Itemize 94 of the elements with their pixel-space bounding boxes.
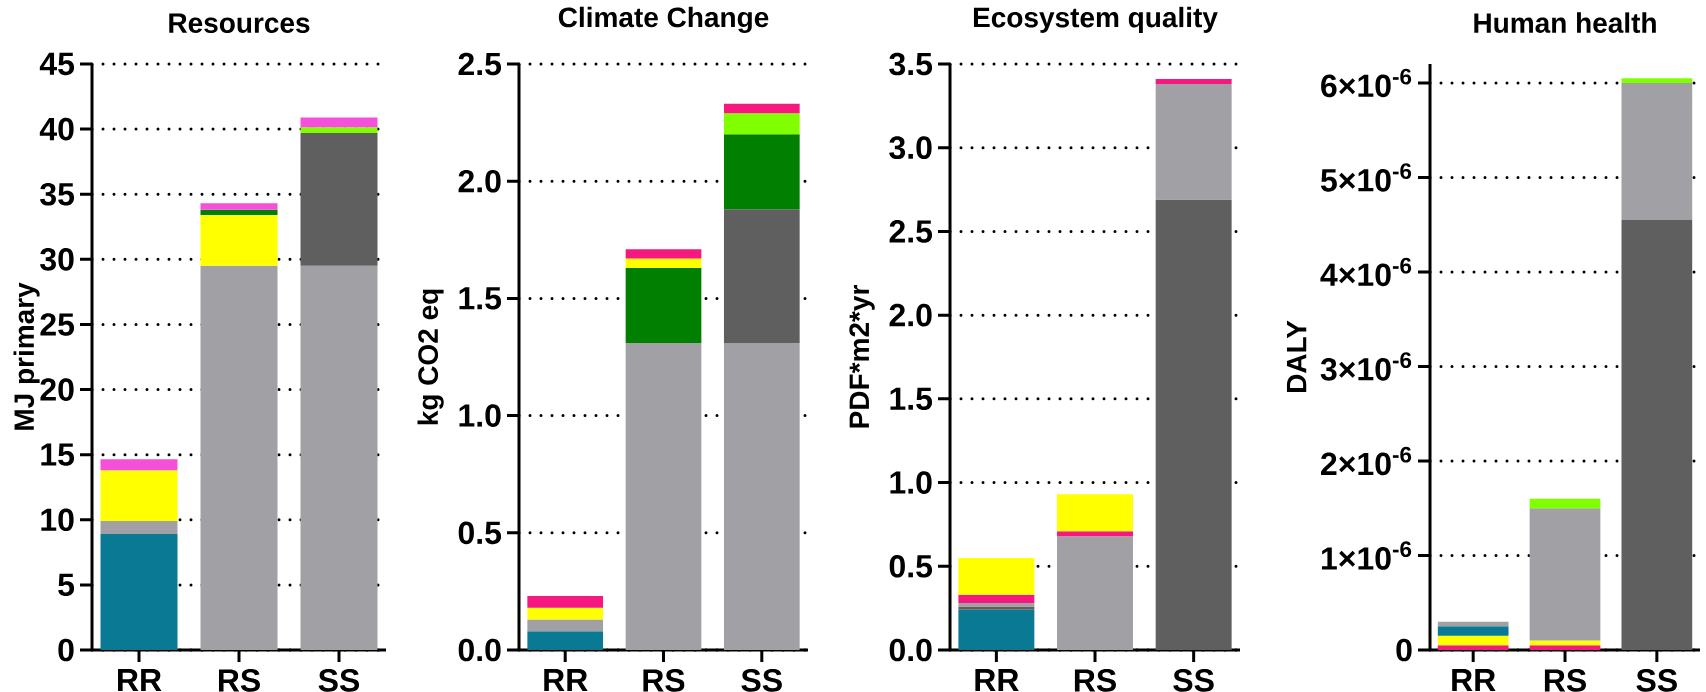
bar xyxy=(1529,498,1601,509)
x-tick-label: RS xyxy=(1544,669,1586,692)
x-tick-label: RR xyxy=(1452,669,1496,692)
x-tick-label: RS xyxy=(218,669,260,692)
y-tick-label: 3×10$^{-6}$ xyxy=(1320,352,1412,381)
y-tick-label: 6×10$^{-6}$ xyxy=(1321,68,1412,98)
bar xyxy=(1621,82,1693,220)
bar xyxy=(527,596,604,608)
y-tick-label: 40 xyxy=(39,117,74,141)
x-tick-label: RS xyxy=(1074,669,1116,692)
x-tick-label: RR xyxy=(118,669,162,692)
bar xyxy=(200,265,278,650)
x-tick-label: SS xyxy=(1173,669,1214,692)
bar xyxy=(1057,494,1133,532)
y-tick-label: 0.5 xyxy=(458,521,502,545)
bar xyxy=(1057,531,1133,537)
bar xyxy=(958,609,1035,650)
bar xyxy=(200,209,278,216)
y-tick-label: 2.5 xyxy=(458,52,502,76)
y-tick-label: 1×10$^{-6}$ xyxy=(1321,541,1412,570)
y-tick-label: 5×10$^{-6}$ xyxy=(1320,163,1412,192)
bar xyxy=(958,594,1035,604)
bar xyxy=(625,258,702,268)
y-axis-title: DALY xyxy=(1286,320,1307,392)
y-tick-label: 0 xyxy=(58,638,74,662)
bar xyxy=(625,267,702,343)
bar xyxy=(527,631,604,650)
x-tick-label: SS xyxy=(318,669,360,692)
y-tick-label: 0.0 xyxy=(889,638,932,662)
y-tick-label: 0 xyxy=(1396,638,1412,662)
bar xyxy=(527,619,604,632)
bar xyxy=(723,134,800,210)
bar xyxy=(300,265,378,650)
x-tick-label: SS xyxy=(1636,669,1677,692)
y-tick-label: 2.5 xyxy=(889,220,933,243)
y-tick-label: 2×10$^{-6}$ xyxy=(1321,446,1412,476)
bar xyxy=(1155,84,1232,200)
y-tick-label: 3.5 xyxy=(889,52,933,76)
y-tick-label: 10 xyxy=(41,508,74,532)
y-tick-label: 2.0 xyxy=(889,303,932,327)
bar xyxy=(625,342,702,650)
y-axis-title: PDF*m2*yr xyxy=(849,285,875,428)
chart-title: Human health xyxy=(1474,12,1656,33)
bar xyxy=(1529,508,1601,641)
bar xyxy=(300,127,378,134)
y-tick-label: 1.5 xyxy=(890,387,933,411)
y-tick-label: 20 xyxy=(40,378,74,401)
x-tick-label: RS xyxy=(643,669,685,692)
bar xyxy=(1155,79,1232,85)
y-tick-label: 3.0 xyxy=(889,136,932,160)
chart-title: Resources xyxy=(169,13,310,33)
y-tick-label: 1.0 xyxy=(890,471,932,494)
bar xyxy=(100,470,178,522)
bar xyxy=(100,534,178,650)
y-tick-label: 0.5 xyxy=(889,554,933,578)
y-tick-label: 2.0 xyxy=(458,169,501,193)
bar xyxy=(200,203,278,210)
bar xyxy=(723,342,800,650)
bar xyxy=(527,607,604,620)
bar xyxy=(723,103,800,114)
bar xyxy=(100,459,178,471)
x-tick-label: RR xyxy=(975,669,1019,692)
y-tick-label: 25 xyxy=(40,313,75,336)
y-axis-title: kg CO2 eq xyxy=(417,289,444,425)
y-tick-label: 5 xyxy=(58,573,75,597)
bar xyxy=(200,215,278,266)
bar xyxy=(1437,645,1509,650)
bar xyxy=(300,117,378,128)
y-tick-label: 0.0 xyxy=(458,638,501,662)
bar xyxy=(300,133,378,266)
x-tick-label: RR xyxy=(544,669,588,692)
bar xyxy=(723,113,800,135)
chart-title: Ecosystem quality xyxy=(973,6,1218,33)
y-tick-label: 15 xyxy=(41,443,75,466)
bar xyxy=(625,249,702,259)
bar xyxy=(1529,645,1601,650)
bar xyxy=(1057,536,1133,650)
bar xyxy=(958,557,1035,595)
bar xyxy=(1437,635,1509,646)
bar xyxy=(723,209,800,343)
bar xyxy=(100,521,178,535)
y-tick-label: 1.0 xyxy=(459,404,501,427)
y-tick-label: 1.5 xyxy=(459,287,502,310)
bar xyxy=(1437,626,1509,636)
x-tick-label: SS xyxy=(741,669,782,692)
chart-title: Climate Change xyxy=(558,6,769,33)
y-tick-label: 35 xyxy=(40,182,75,206)
bar xyxy=(1621,78,1693,83)
y-tick-label: 4×10$^{-6}$ xyxy=(1320,257,1412,287)
y-axis-title: MJ primary xyxy=(13,282,40,430)
bar xyxy=(1155,199,1232,650)
y-tick-label: 45 xyxy=(39,52,75,76)
bar xyxy=(1621,219,1693,650)
y-tick-label: 30 xyxy=(40,247,74,271)
